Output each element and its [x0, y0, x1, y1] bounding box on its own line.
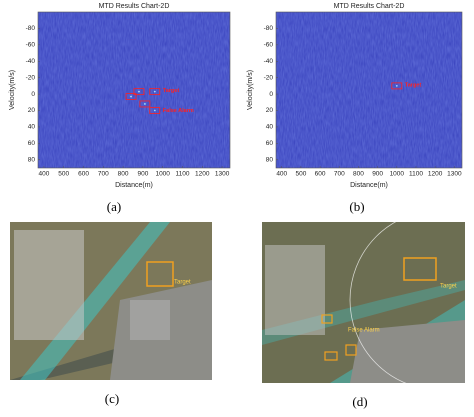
panel-label: (d) [352, 394, 367, 409]
annotation: Target [440, 284, 457, 290]
detection [149, 107, 161, 114]
detection-point [395, 84, 398, 87]
x-tick-label: 400 [39, 171, 50, 178]
plot-frame [37, 11, 231, 169]
x-tick-label: 400 [276, 171, 287, 178]
detection-point [153, 109, 156, 112]
x-tick-label: 600 [78, 171, 89, 178]
x-tick-label: 1200 [195, 171, 210, 178]
x-tick-label: 700 [334, 171, 345, 178]
x-tick-label: 900 [372, 171, 383, 178]
x-tick-label: 1300 [215, 171, 230, 178]
chart: MTD Results Chart-2D Distance(m) Velocity(… [247, 3, 463, 189]
y-tick-label: 0 [31, 91, 35, 98]
x-tick-label: 1000 [390, 171, 405, 178]
photo-c: Target [10, 222, 212, 380]
annotation: Target [163, 88, 180, 94]
x-tick-label: 900 [137, 171, 148, 178]
detection-point [153, 90, 156, 93]
detection-point [143, 103, 146, 105]
y-tick-label: 80 [266, 157, 274, 164]
x-tick-label: 800 [118, 171, 129, 178]
x-axis-label: Distance(m) [115, 182, 153, 189]
panel-label: (b) [349, 199, 364, 214]
y-tick-label: 60 [28, 140, 36, 147]
plot-frame [275, 11, 463, 169]
chart: MTD Results Chart-2D Distance(m) Velocity(… [9, 3, 231, 189]
y-tick-label: 40 [28, 124, 36, 131]
y-tick-label: -80 [264, 25, 274, 32]
y-tick-label: 80 [28, 157, 36, 164]
y-tick-label: -80 [26, 25, 36, 32]
detection [391, 82, 403, 90]
x-tick-label: 500 [58, 171, 69, 178]
detection [125, 93, 137, 100]
chart-title: MTD Results Chart-2D [99, 3, 170, 10]
y-tick-label: -40 [264, 58, 274, 65]
y-tick-label: 0 [269, 91, 273, 98]
photo-d: Target False Alarm [262, 209, 474, 391]
y-tick-label: -40 [26, 58, 36, 65]
y-tick-label: -60 [264, 42, 274, 49]
y-tick-label: -20 [264, 74, 274, 81]
x-tick-label: 500 [295, 171, 306, 178]
x-tick-label: 1100 [409, 171, 423, 178]
x-tick-label: 1200 [428, 171, 443, 178]
annotation: Target [174, 280, 191, 286]
detection-point [138, 90, 140, 93]
panel-label: (c) [105, 391, 119, 406]
x-axis-label: Distance(m) [350, 182, 388, 189]
x-tick-label: 1000 [155, 171, 170, 178]
y-tick-label: 40 [266, 124, 274, 131]
panel-label: (a) [107, 199, 121, 214]
detection [139, 100, 151, 108]
annotation: Target [405, 82, 422, 88]
y-tick-label: 20 [28, 107, 36, 114]
x-tick-label: 600 [315, 171, 326, 178]
y-axis-label: Velocity(m/s) [9, 70, 16, 110]
y-tick-label: -20 [26, 74, 36, 81]
annotation: False Alarm [348, 328, 380, 334]
y-tick-label: 60 [266, 140, 274, 147]
x-tick-label: 1100 [176, 171, 190, 178]
chart-title: MTD Results Chart-2D [334, 3, 405, 10]
detection [149, 88, 161, 96]
x-tick-label: 800 [353, 171, 364, 178]
detection-point [130, 95, 132, 98]
y-tick-label: 20 [266, 107, 274, 114]
y-axis-label: Velocity(m/s) [247, 70, 254, 110]
x-tick-label: 700 [98, 171, 109, 178]
y-tick-label: -60 [26, 42, 36, 49]
x-tick-label: 1300 [447, 171, 462, 178]
detection [133, 88, 145, 96]
heatmap-noise [276, 12, 462, 168]
annotation: False Alarm [163, 108, 194, 114]
